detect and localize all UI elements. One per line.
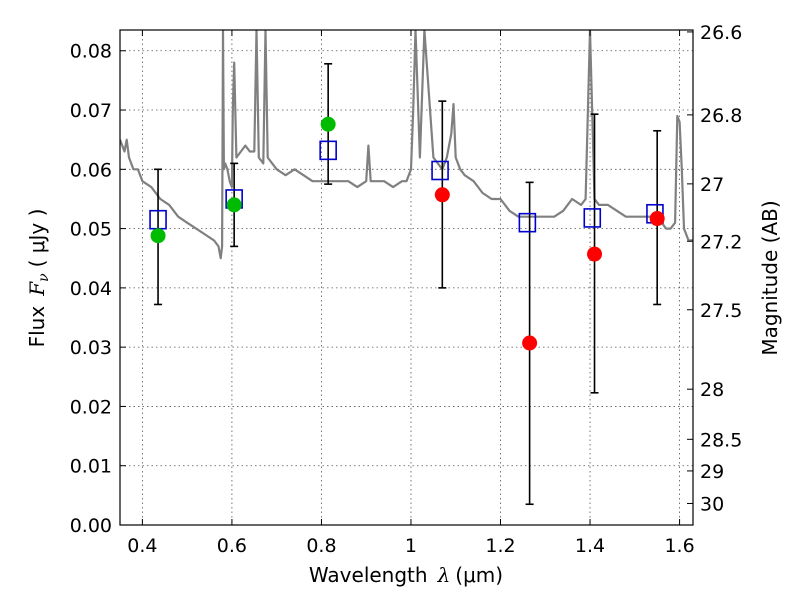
model-photometry-square [431,160,449,181]
x-tick-label: 1.4 [575,535,605,557]
model-photometry-square [583,208,602,228]
x-tick-label: 0.8 [306,535,336,557]
y-tick-label: 0.03 [70,337,112,359]
y-axis-title-text: Flux [25,306,49,348]
right-tick-label: 27 [700,174,724,196]
red-point [649,211,665,227]
y-tick-label: 0.04 [70,278,112,300]
right-tick-label: 28 [700,379,724,401]
grid [120,30,693,526]
x-tick-label: 0.4 [127,535,157,557]
model-spectrum-line [120,30,693,260]
y-axis-title-symbol: F [25,281,49,297]
detection-point [150,228,166,244]
y-tick-label: 0.00 [70,515,112,537]
red-point [434,187,450,203]
x-axis-title-unit: (μm) [455,563,503,587]
right-tick-label: 30 [700,493,724,515]
y-axis-title-subscript: ν [36,273,52,282]
x-axis-title-text: Wavelength [309,563,428,587]
x-axis-title: Wavelength λ (μm) [309,563,503,587]
right-tick-label: 27.5 [700,300,742,322]
detection-point [226,197,242,213]
detection-point [320,116,336,132]
x-tick-label: 1 [405,535,417,557]
y-tick-label: 0.02 [70,396,112,418]
y-tick-label: 0.08 [70,41,112,63]
right-tick-label: 28.5 [700,429,742,451]
model-photometry-square [518,212,537,233]
ticks: 0.4 0.6 0.8 1 1.2 1.4 1.6 0.00 0.01 0.02 0.03 0.04 0… [70,22,743,557]
y-axis-title-unit: ( μJy ) [25,209,49,268]
right-tick-label: 26.6 [700,22,742,44]
x-tick-label: 1.6 [664,535,694,557]
red-point [522,335,538,351]
y-tick-label: 0.07 [70,100,112,122]
plot-frame [119,29,694,526]
red-point [587,246,603,262]
y-tick-label: 0.01 [70,456,112,478]
y-tick-label: 0.06 [70,159,112,181]
y-axis-title: Flux Fν ( μJy ) [25,209,52,348]
right-tick-label: 29 [700,461,724,483]
right-tick-label: 26.8 [700,105,742,127]
x-tick-label: 1.2 [485,535,515,557]
x-tick-label: 0.6 [217,535,247,557]
data-layer [120,30,693,506]
x-axis-title-symbol: λ [437,563,451,587]
right-tick-label: 27.2 [700,231,742,253]
model-photometry-square [319,140,337,161]
right-axis-title: Magnitude (AB) [758,200,782,355]
y-tick-label: 0.05 [70,219,112,241]
